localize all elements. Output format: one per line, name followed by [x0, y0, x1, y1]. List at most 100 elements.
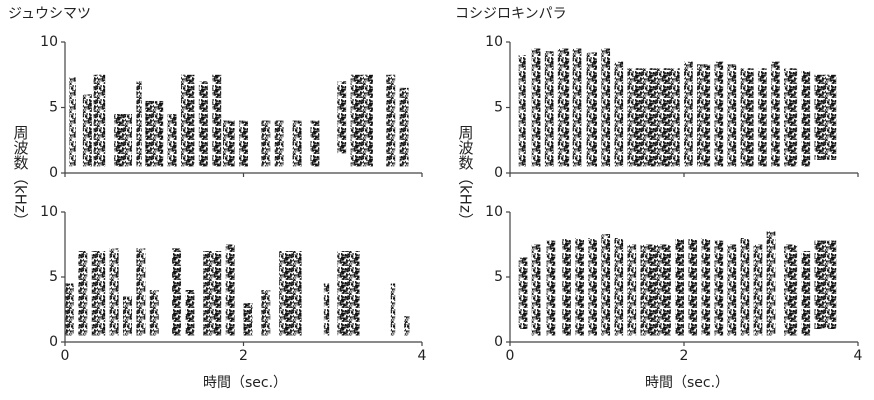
syllable — [688, 238, 698, 336]
x-tick-label: 0 — [61, 348, 70, 364]
chart-title: ジュウシマツ — [8, 6, 91, 22]
syllable — [684, 61, 693, 167]
y-tick-label: 5 — [49, 269, 58, 285]
x-tick-label: 0 — [506, 348, 515, 364]
syllable — [261, 290, 271, 336]
syllable — [697, 64, 711, 167]
syllable — [261, 120, 271, 167]
syllable — [167, 114, 177, 167]
syllable — [222, 120, 235, 167]
syllable — [136, 81, 142, 167]
syllable — [531, 244, 541, 336]
syllable — [136, 248, 146, 336]
syllable — [337, 81, 347, 154]
syllable — [82, 94, 92, 167]
x-tick-label: 2 — [239, 348, 248, 364]
syllable — [601, 48, 611, 167]
syllable — [784, 68, 798, 167]
syllable — [740, 238, 750, 336]
syllable — [91, 251, 106, 336]
syllable — [801, 251, 811, 336]
syllable — [814, 74, 837, 160]
syllable — [390, 283, 396, 336]
syllable — [627, 68, 680, 167]
syllable — [814, 240, 837, 329]
syllable — [337, 251, 360, 336]
syllable — [69, 77, 76, 167]
y-tick-label: 0 — [49, 334, 58, 350]
syllable — [292, 120, 302, 167]
syllable — [740, 68, 754, 167]
syllable — [225, 244, 235, 336]
syllable — [614, 238, 624, 336]
y-tick-label: 5 — [494, 100, 503, 116]
x-axis-label: 時間（sec.） — [203, 375, 287, 391]
x-tick-label: 2 — [680, 348, 689, 364]
syllable — [701, 238, 711, 336]
y-tick-label: 0 — [494, 334, 503, 350]
y-tick-label: 10 — [485, 204, 503, 220]
syllable — [727, 64, 737, 167]
chart-title: コシジロキンパラ — [455, 6, 567, 22]
syllable — [404, 316, 410, 336]
syllable — [109, 248, 119, 336]
syllable — [114, 114, 132, 167]
syllable — [766, 231, 776, 336]
y-tick-label: 10 — [40, 204, 58, 220]
syllable — [575, 238, 584, 336]
syllable — [627, 244, 637, 336]
syllable — [310, 120, 320, 167]
x-tick-label: 4 — [418, 348, 427, 364]
syllable — [181, 74, 195, 167]
syllable — [601, 234, 611, 336]
syllable — [572, 48, 582, 167]
syllable — [93, 74, 106, 167]
syllable — [123, 296, 132, 336]
syllable — [518, 257, 528, 329]
syllable — [614, 61, 624, 167]
y-axis-label: 周波数（kHz） — [12, 125, 30, 228]
syllable — [784, 244, 798, 336]
syllable — [757, 68, 767, 167]
syllable — [714, 240, 724, 336]
syllable — [753, 244, 763, 336]
syllable — [557, 48, 570, 167]
y-tick-label: 5 — [494, 269, 503, 285]
syllable — [801, 70, 811, 167]
y-tick-label: 5 — [49, 100, 58, 116]
syllable — [212, 74, 222, 167]
syllable — [771, 61, 780, 167]
y-tick-label: 0 — [494, 165, 503, 181]
syllable — [65, 283, 74, 336]
syllable — [145, 100, 164, 167]
syllable — [399, 87, 409, 167]
syllable — [640, 244, 671, 336]
syllable — [185, 290, 195, 336]
syllable — [274, 120, 284, 167]
y-axis-label: 周波数（kHz） — [457, 125, 475, 228]
syllable — [279, 251, 302, 336]
syllable — [323, 283, 330, 336]
syllable — [149, 290, 159, 336]
syllable — [727, 244, 737, 336]
syllable — [350, 74, 373, 167]
syllable — [531, 48, 541, 167]
y-tick-label: 0 — [49, 165, 58, 181]
syllable — [198, 81, 208, 167]
syllable — [518, 55, 526, 167]
syllable — [675, 238, 684, 336]
syllable — [239, 120, 248, 167]
syllable — [203, 251, 222, 336]
syllable — [586, 52, 597, 167]
syllable — [588, 238, 597, 336]
y-tick-label: 10 — [485, 34, 503, 50]
syllable — [78, 251, 88, 336]
x-axis-label: 時間（sec.） — [645, 375, 729, 391]
syllable — [562, 238, 571, 336]
syllable — [714, 61, 724, 167]
syllable — [546, 240, 556, 336]
syllable — [386, 74, 396, 167]
y-tick-label: 10 — [40, 34, 58, 50]
x-tick-label: 4 — [854, 348, 863, 364]
